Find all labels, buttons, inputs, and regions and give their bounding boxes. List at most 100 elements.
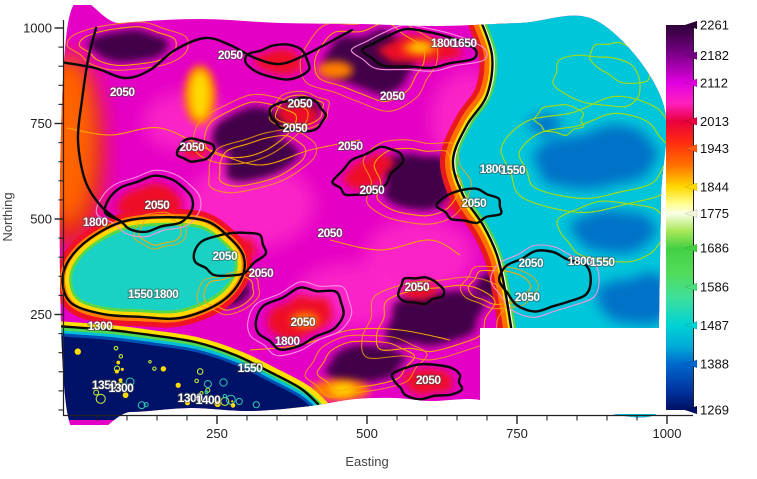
x-tick-label: 750 [506,426,528,441]
contour-label: 2050 [145,198,171,212]
contour-label: 2050 [317,226,343,240]
yellow-core [411,43,429,51]
contour-label: 2050 [416,373,442,387]
speckle [117,381,124,388]
colorbar-tick-label: 1844 [700,179,729,194]
pink-contour [247,281,353,357]
contour-label: 1800 [83,215,109,229]
orange-contour [78,26,177,67]
contour-label: 1800 [479,162,505,176]
blue-patches [527,113,667,325]
colorbar-gradient [666,25,693,410]
blanked-region [480,328,665,414]
contour-label: 2050 [518,256,544,270]
y-tick-label: 1000 [23,21,52,36]
colorbar-tick-arrow [684,209,698,218]
orange-contour [218,134,307,187]
speckle [235,397,243,406]
contour-label: 2050 [283,121,309,135]
contour-label: 2050 [248,266,274,280]
speckle [214,400,221,408]
colorbar-tick-arrow [684,144,698,153]
contour-label: 1300 [109,381,135,395]
contour-label: 1400 [196,393,222,407]
speckle [116,360,121,365]
dark-high [87,29,169,63]
major-contour-2050 [76,26,120,222]
dark-high [226,139,299,182]
colorbar-tick-arrow [684,321,698,330]
speckle [225,394,236,405]
contour-label: 2050 [338,139,364,153]
orange-contour [304,334,428,398]
green-contour [518,112,667,200]
contour-label: 1350 [92,378,118,392]
major-contour-2050 [254,286,345,351]
contour-label: 2050 [179,140,205,154]
y-tick-label: 500 [30,212,52,227]
speckle [231,400,234,403]
speckle [148,359,152,364]
speckle [204,390,209,395]
orange-contour [375,284,496,353]
speckle [252,401,260,409]
pink-contour [350,24,488,72]
contour-label: 1800 [568,254,594,268]
colorbar-tick-label: 1388 [700,356,729,371]
colorbar-tick-label: 1487 [700,318,729,333]
map-area [59,0,667,426]
speckle [222,393,228,399]
speckle [93,389,100,396]
navy-speckles [74,345,260,410]
colorbar-tick-label: 2013 [700,114,729,129]
major-contour-1800 [61,215,246,320]
colorbar-tick-arrow [684,282,698,292]
green-contour [552,54,641,108]
orange-contour [203,101,297,159]
orange-contour [192,93,309,165]
colorbar-tick-arrow [684,78,698,88]
red-core [254,48,302,75]
contour-label: 1300 [178,391,204,405]
major-contour-2050 [435,187,503,225]
major-contour-2050 [192,231,268,278]
colorbar-tick-arrow [684,20,698,30]
contour-label: 2050 [218,48,244,62]
pink-contour [490,244,600,318]
contour-label: 2050 [212,249,238,263]
yellow-core [190,71,210,119]
dark-high [381,153,454,211]
speckle [152,366,157,371]
colorbar-tick-arrow [684,116,698,126]
minor-contours-cool [500,41,667,263]
major-contour-2050 [268,96,327,133]
yellow-cores [190,43,429,396]
speckle [113,345,119,351]
speckle [219,378,228,387]
y-axis-title: Northing [0,192,15,241]
contour-label: 1300 [88,319,114,333]
x-axis-title: Easting [345,454,388,469]
contour-label: 1800 [154,287,180,301]
major-contour-2050 [59,28,354,80]
colorbar-tick-label: 1775 [700,206,729,221]
contour-label: 2050 [461,196,487,210]
major-contour-2050 [396,276,446,306]
navy-low-region [59,336,330,420]
colorbar-tick-arrow [684,51,698,61]
dark-high [325,345,407,387]
speckle [118,378,123,383]
orange-contour [138,215,182,246]
orange-contour [249,327,451,351]
colorbar-tick-arrow [684,359,698,369]
orange-contour [66,21,189,71]
contour-label: 2050 [110,85,136,99]
y-tick-label: 250 [30,307,52,322]
orange-contour [268,90,330,130]
major-contour-2050 [497,249,592,313]
contour-label: 2050 [404,280,430,294]
contour-label: 2050 [380,89,406,103]
orange-contour [362,139,472,225]
contour-label: 1550 [128,287,154,301]
